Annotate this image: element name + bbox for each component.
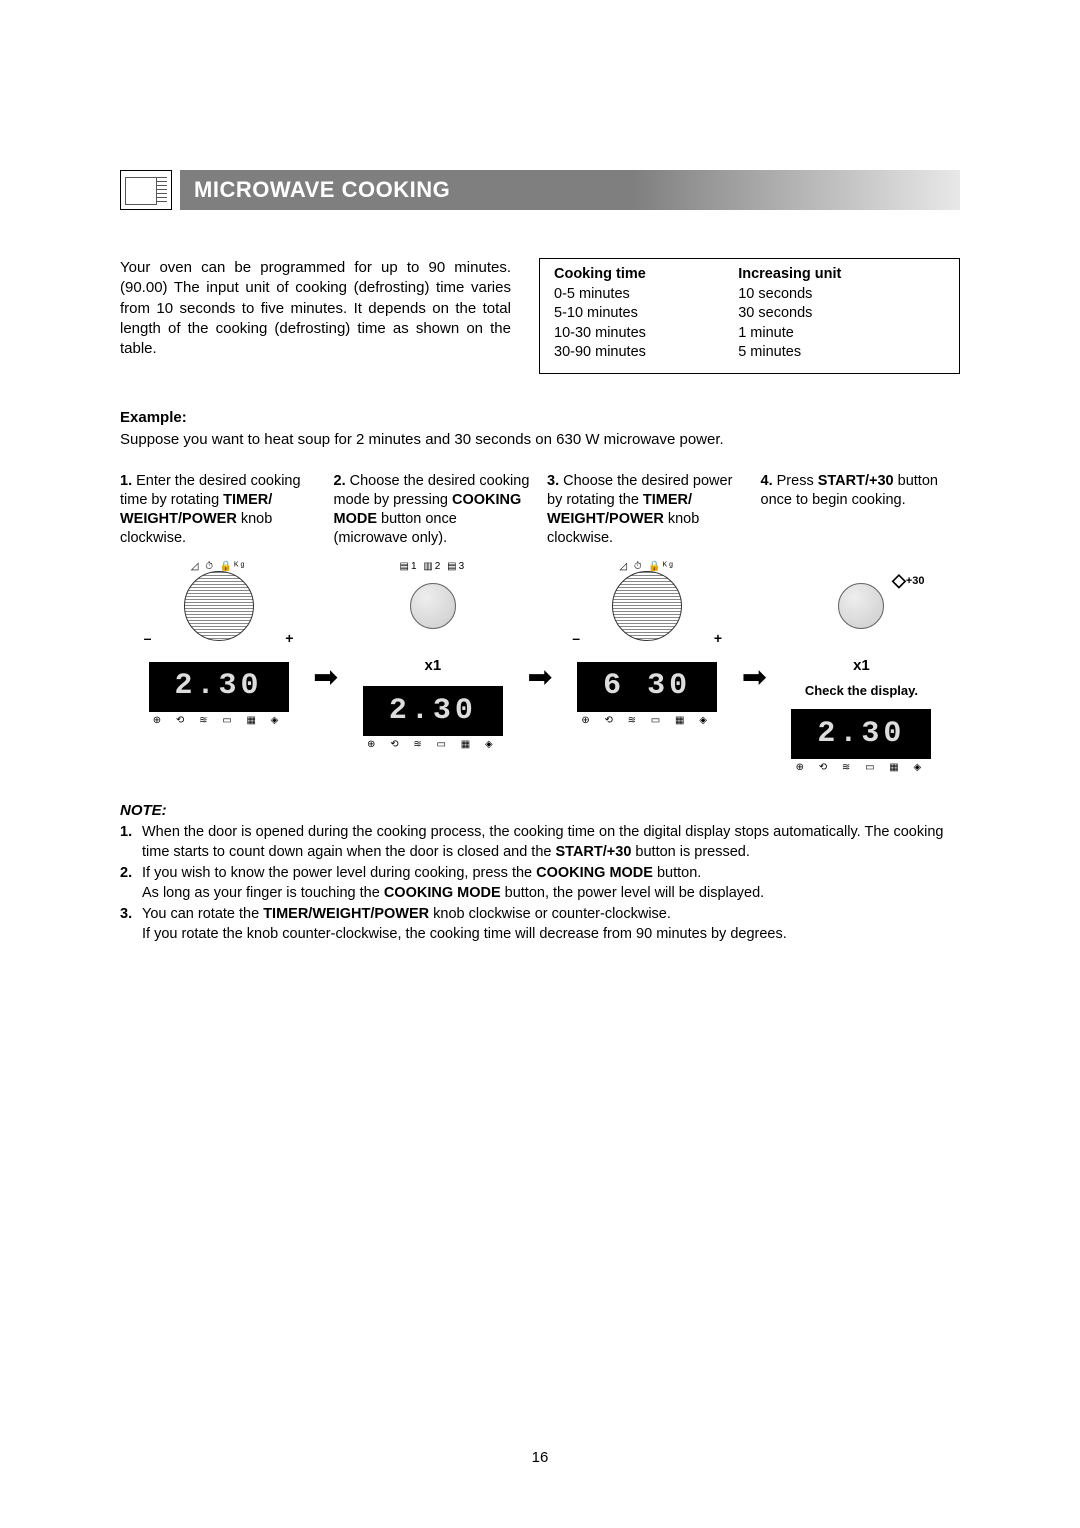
display-3-icons: ⊕ ⟲ ≋ ▭ ▦ ◈: [581, 714, 713, 728]
timer-knob-icon: [184, 571, 254, 641]
header-row: MICROWAVE COOKING: [120, 170, 960, 210]
display-2-icons: ⊕ ⟲ ≋ ▭ ▦ ◈: [367, 738, 499, 752]
notes: 1. When the door is opened during the co…: [120, 823, 960, 944]
table-header-unit: Increasing unit: [738, 265, 945, 285]
minus-label: –: [572, 629, 580, 648]
intro-row: Your oven can be programmed for up to 90…: [120, 258, 960, 374]
x1-label-4: x1: [853, 656, 870, 676]
step-4: 4. Press START/+30 button once to begin …: [761, 472, 961, 547]
x1-label-2: x1: [425, 656, 442, 676]
display-4: 2.30: [791, 709, 931, 759]
example-label: Example:: [120, 408, 960, 428]
example-text: Suppose you want to heat soup for 2 minu…: [120, 430, 960, 450]
table-row: 5-10 minutes30 seconds: [554, 304, 945, 324]
start-button-icon: [838, 583, 884, 629]
minus-label: –: [144, 629, 152, 648]
page-title: MICROWAVE COOKING: [180, 170, 960, 210]
knob2-icons: ▤1 ▥2 ▤3: [334, 560, 531, 574]
table-row: 10-30 minutes1 minute: [554, 324, 945, 344]
diagrams-row: ◿ ⏱ 🔒ᴷᵍ – + 2.30 ⊕ ⟲ ≋ ▭ ▦ ◈ ➡ ▤1 ▥2 ▤3 …: [120, 560, 960, 775]
plus30-label: ◇+30: [892, 566, 925, 590]
note-item-3: 3. You can rotate the TIMER/WEIGHT/POWER…: [120, 905, 960, 944]
diagram-4: ◇+30 x1 Check the display. 2.30 ⊕ ⟲ ≋ ▭ …: [763, 560, 960, 775]
display-2: 2.30: [363, 686, 503, 736]
plus-label: +: [714, 629, 722, 648]
diagram-2: ▤1 ▥2 ▤3 x1 2.30 ⊕ ⟲ ≋ ▭ ▦ ◈: [334, 560, 531, 752]
step-1: 1. Enter the desired cooking time by rot…: [120, 472, 320, 547]
check-display-label: Check the display.: [805, 682, 918, 700]
page-number: 16: [0, 1448, 1080, 1468]
steps-row: 1. Enter the desired cooking time by rot…: [120, 472, 960, 547]
display-1-icons: ⊕ ⟲ ≋ ▭ ▦ ◈: [153, 714, 285, 728]
mode-button-icon: [410, 583, 456, 629]
step-3: 3. Choose the desired power by rotating …: [547, 472, 747, 547]
table-header-time: Cooking time: [554, 265, 738, 285]
table-row: 30-90 minutes5 minutes: [554, 343, 945, 363]
display-3: 6 30: [577, 662, 717, 712]
note-item-2: 2. If you wish to know the power level d…: [120, 864, 960, 903]
note-item-1: 1. When the door is opened during the co…: [120, 823, 960, 862]
step-2: 2. Choose the desired cooking mode by pr…: [334, 472, 534, 547]
note-label: NOTE:: [120, 801, 960, 821]
intro-text: Your oven can be programmed for up to 90…: [120, 258, 511, 374]
table-row: 0-5 minutes10 seconds: [554, 285, 945, 305]
display-4-icons: ⊕ ⟲ ≋ ▭ ▦ ◈: [796, 761, 928, 775]
plus-label: +: [285, 629, 293, 648]
diagram-1: ◿ ⏱ 🔒ᴷᵍ – + 2.30 ⊕ ⟲ ≋ ▭ ▦ ◈: [120, 560, 317, 728]
timer-knob-icon: [612, 571, 682, 641]
time-table: Cooking time Increasing unit 0-5 minutes…: [539, 258, 960, 374]
display-1: 2.30: [149, 662, 289, 712]
diagram-3: ◿ ⏱ 🔒ᴷᵍ – + 6 30 ⊕ ⟲ ≋ ▭ ▦ ◈: [549, 560, 746, 728]
microwave-icon: [120, 170, 172, 210]
